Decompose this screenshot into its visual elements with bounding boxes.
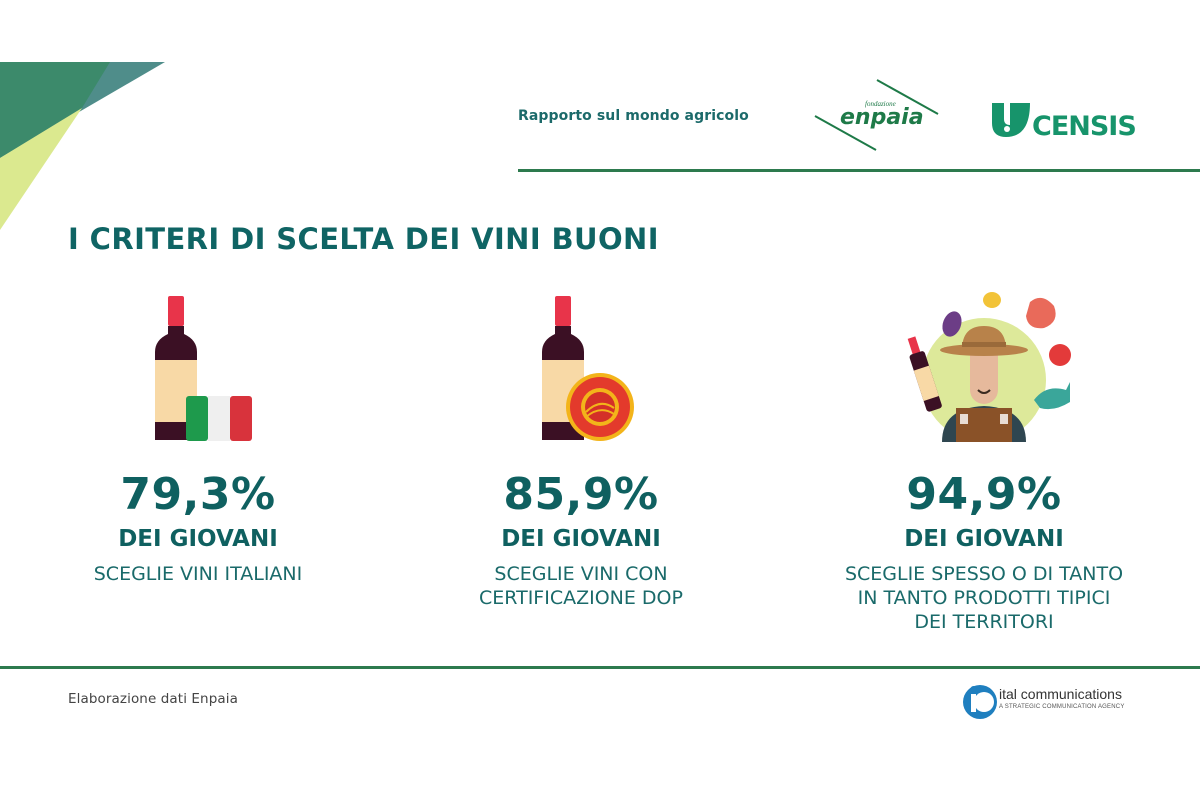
stat-card-dop-wines: 85,9% DEI GIOVANI SCEGLIE VINI CON CERTI… <box>391 290 771 610</box>
stat-description: SCEGLIE VINI CON CERTIFICAZIONE DOP <box>479 563 683 609</box>
farmer-local-products-icon <box>907 292 1071 442</box>
svg-text:CENSIS: CENSIS <box>1032 111 1136 142</box>
stat-description: SCEGLIE SPESSO O DI TANTO IN TANTO PRODO… <box>844 563 1124 633</box>
stat-description: SCEGLIE VINI ITALIANI <box>93 563 303 585</box>
stat-card-local-products: 94,9% DEI GIOVANI SCEGLIE SPESSO O DI TA… <box>794 290 1174 634</box>
enpaia-logo: fondazione enpaia <box>814 79 939 151</box>
ital-logo-mark-icon <box>963 685 997 719</box>
svg-text:fondazione: fondazione <box>865 100 896 108</box>
footer-divider <box>0 666 1200 669</box>
censis-logo: CENSIS <box>992 103 1137 142</box>
header-divider <box>518 169 1200 172</box>
ital-communications-logo: ital communications A STRATEGIC COMMUNIC… <box>962 682 1137 722</box>
data-source: Elaborazione dati Enpaia <box>68 691 238 707</box>
stat-subject: DEI GIOVANI <box>501 526 661 552</box>
report-title: Rapporto sul mondo agricolo <box>518 108 749 124</box>
wine-bottle-italian-flag-icon <box>155 296 252 441</box>
page-title: I CRITERI DI SCELTA DEI VINI BUONI <box>68 222 659 256</box>
agency-name: ital communications <box>999 686 1122 702</box>
stat-card-italian-wines: 79,3% DEI GIOVANI SCEGLIE VINI ITALIANI <box>8 290 388 586</box>
stat-value: 94,9% <box>906 469 1062 520</box>
stat-subject: DEI GIOVANI <box>118 526 278 552</box>
stat-value: 85,9% <box>503 469 659 520</box>
stat-subject: DEI GIOVANI <box>904 526 1064 552</box>
wine-bottle-dop-seal-icon <box>542 296 634 441</box>
stat-value: 79,3% <box>120 469 276 520</box>
svg-text:enpaia: enpaia <box>840 105 924 130</box>
agency-tagline: A STRATEGIC COMMUNICATION AGENCY <box>999 704 1125 710</box>
corner-decoration <box>0 62 165 230</box>
